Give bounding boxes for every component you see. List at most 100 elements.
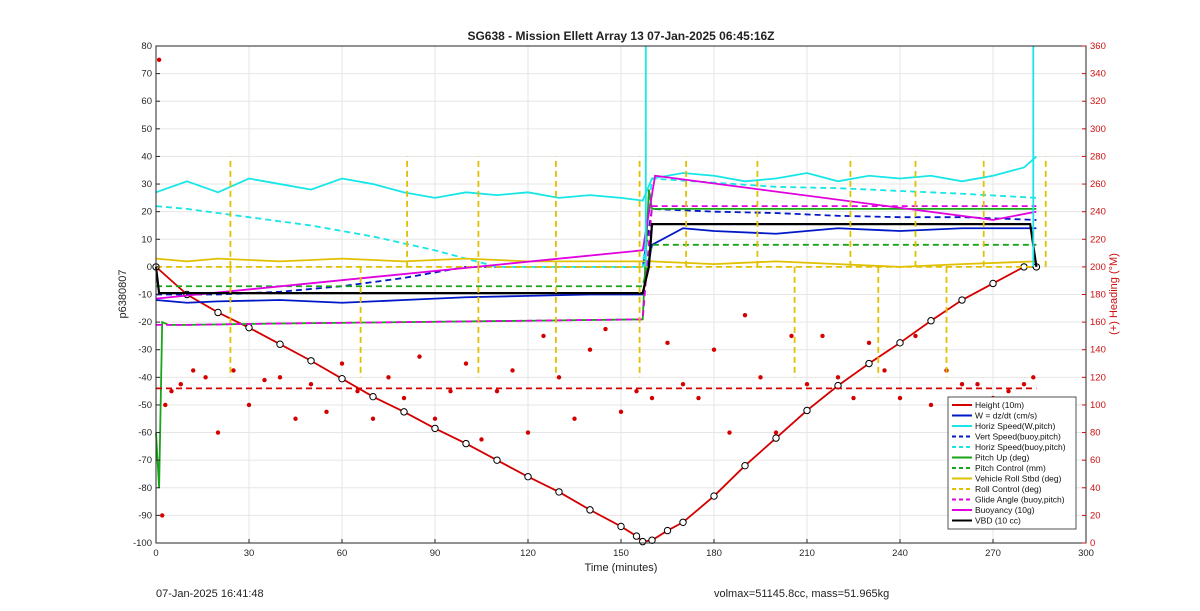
series-horiz-speed-w-pitch xyxy=(155,155,1037,202)
y-tick-label: -100 xyxy=(133,538,152,549)
y-tick-label: 20 xyxy=(141,207,152,218)
y2-tick-label: 240 xyxy=(1090,207,1106,218)
series-heading-point xyxy=(727,430,732,435)
series-heading-point xyxy=(231,368,236,373)
series-vehicle-roll-stbd-deg xyxy=(155,257,1037,268)
series-heading-point xyxy=(246,402,252,408)
series-heading-point xyxy=(386,375,391,380)
y2-tick-label: 260 xyxy=(1090,179,1106,190)
series-height-10m-marker xyxy=(679,518,687,526)
y-tick-label: -10 xyxy=(138,290,152,301)
series-height-10m-marker xyxy=(431,424,439,433)
x-tick-label: 120 xyxy=(520,548,536,559)
series-heading-point xyxy=(432,416,438,421)
series-heading-point xyxy=(587,347,593,352)
series-heading-point xyxy=(1021,382,1027,387)
chart-title: SG638 - Mission Ellett Array 13 07-Jan-2… xyxy=(467,29,774,43)
x-tick-label: 180 xyxy=(706,548,722,559)
footer-timestamp: 07-Jan-2025 16:41:48 xyxy=(156,588,264,600)
series-heading-point xyxy=(339,361,345,366)
series-horiz-speed-buoy-pitch xyxy=(155,177,1037,268)
series-height-10m-marker xyxy=(958,296,966,304)
series-height-10m-marker xyxy=(741,461,749,470)
x-tick-label: 240 xyxy=(892,548,908,559)
series-heading-point xyxy=(448,388,453,394)
x-tick-label: 300 xyxy=(1078,548,1094,559)
series-heading-point xyxy=(525,430,531,435)
series-height-10m-marker xyxy=(400,408,408,416)
axes: 0 30 60 90 120 150 180 210 240 270 300-100-90-80-7… xyxy=(133,41,1106,559)
series-height-10m-marker xyxy=(555,488,563,496)
legend-item: Vehicle Roll Stbd (deg) xyxy=(975,474,1062,484)
y-tick-label: -60 xyxy=(138,428,152,439)
series-heading-point xyxy=(417,354,422,359)
series-heading-point xyxy=(401,395,407,401)
series-height-10m-marker xyxy=(245,323,253,332)
legend: Height (10m)W = dz/dt (cm/s)Horiz Speed(… xyxy=(947,396,1077,530)
series-height-10m-marker xyxy=(462,439,470,448)
series-buoyancy-10g xyxy=(155,174,1037,300)
series-heading-point xyxy=(603,326,608,332)
legend-item: Horiz Speed(W,pitch) xyxy=(975,421,1055,431)
series-heading-point xyxy=(866,340,872,346)
series-heading-point xyxy=(789,333,794,339)
series-heading-point xyxy=(494,388,500,394)
series-heading-point xyxy=(215,430,221,435)
series-heading-point xyxy=(293,416,298,421)
series-height-10m-marker xyxy=(338,375,346,383)
y-tick-label: 10 xyxy=(141,234,152,245)
x-tick-label: 90 xyxy=(430,548,441,559)
series-height-10m-marker xyxy=(865,359,873,368)
legend-item: Buoyancy (10g) xyxy=(975,505,1035,515)
series-heading-point xyxy=(277,375,283,380)
series-height-10m-marker xyxy=(639,537,647,546)
series-heading-point xyxy=(897,395,903,401)
legend-item: Pitch Control (mm) xyxy=(975,463,1046,473)
y2-tick-label: 120 xyxy=(1090,372,1106,383)
series-heading-point xyxy=(355,388,360,394)
y2-tick-label: 280 xyxy=(1090,151,1106,162)
x-tick-label: 150 xyxy=(613,548,629,559)
y-tick-label: 40 xyxy=(141,151,152,162)
series-height-10m-marker xyxy=(896,339,904,347)
series-heading-point xyxy=(835,375,841,380)
series-height-10m-marker xyxy=(276,340,284,348)
series-heading-point xyxy=(324,409,329,415)
y-tick-label: -30 xyxy=(138,345,152,356)
series-heading-point xyxy=(370,416,376,421)
series-height-10m-marker xyxy=(989,279,997,288)
y2-tick-label: 340 xyxy=(1090,69,1106,80)
y2-axis-label: (+) Heading (°M) xyxy=(1108,253,1120,335)
y-tick-label: 80 xyxy=(141,41,152,52)
series-heading-point xyxy=(308,382,314,387)
y2-tick-label: 60 xyxy=(1090,455,1101,466)
series-heading-point xyxy=(959,382,965,387)
series-height-10m-marker xyxy=(772,434,780,442)
series-heading-point xyxy=(510,368,515,373)
x-axis-label: Time (minutes) xyxy=(585,562,658,574)
series-height-10m-marker xyxy=(524,473,532,481)
series-heading-point xyxy=(975,382,980,387)
y-tick-label: 0 xyxy=(147,262,152,273)
series-height-10m-marker xyxy=(927,317,935,325)
series-heading-point xyxy=(203,375,208,380)
y-tick-label: 70 xyxy=(141,69,152,80)
series-heading-point xyxy=(634,388,639,394)
legend-item: Vert Speed(buoy,pitch) xyxy=(975,432,1061,442)
legend-box xyxy=(947,396,1077,530)
y2-tick-label: 100 xyxy=(1090,400,1106,411)
series-heading-point xyxy=(758,375,763,380)
y-tick-label: 30 xyxy=(141,179,152,190)
series-heading-point xyxy=(178,382,183,387)
y-tick-label: -70 xyxy=(138,455,152,466)
series-height-10m-marker xyxy=(586,506,594,514)
y-tick-label: -20 xyxy=(138,317,152,328)
series-height-10m-marker xyxy=(632,532,641,540)
series-heading-point xyxy=(711,347,717,352)
series-heading-point xyxy=(618,409,624,415)
series-heading-point xyxy=(820,333,825,339)
footer-params: volmax=51145.8cc, mass=51.965kg xyxy=(714,588,890,600)
series-heading-point xyxy=(882,368,887,373)
series-vbd-10-cc xyxy=(154,222,1038,295)
